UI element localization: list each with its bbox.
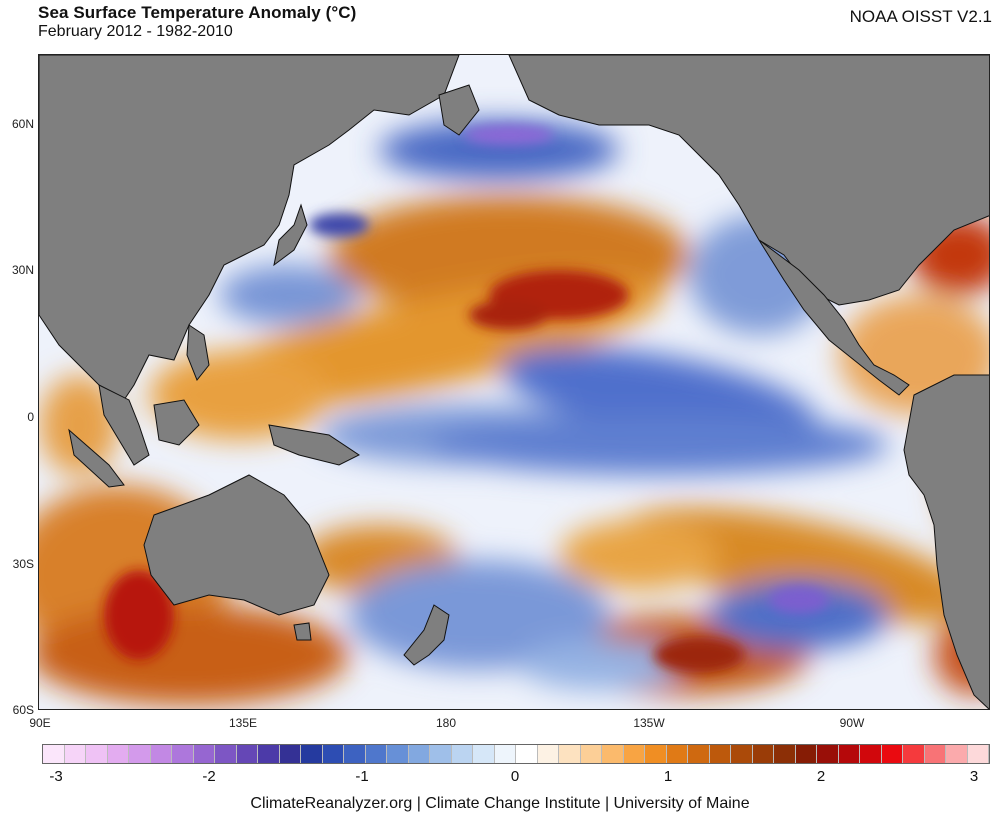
colorbar-swatch: [408, 745, 430, 763]
colorbar-swatch: [666, 745, 688, 763]
lon-label-90e: 90E: [29, 716, 51, 730]
borneo: [153, 399, 200, 446]
kamchatka: [438, 84, 480, 136]
colorbar-swatch: [215, 745, 237, 763]
colorbar-legend: [42, 744, 990, 764]
colorbar-swatch: [172, 745, 194, 763]
colorbar-swatch: [301, 745, 323, 763]
colorbar-swatch: [602, 745, 624, 763]
colorbar-swatch: [387, 745, 409, 763]
colorbar-swatch: [430, 745, 452, 763]
chart-title: Sea Surface Temperature Anomaly (°C): [38, 3, 357, 22]
central-america: [758, 239, 910, 396]
new-guinea: [268, 424, 360, 466]
colorbar-swatch: [817, 745, 839, 763]
colorbar-swatch: [107, 745, 129, 763]
colorbar-swatch: [193, 745, 215, 763]
colorbar-swatch: [473, 745, 495, 763]
chart-subtitle: February 2012 - 1982-2010: [38, 23, 233, 40]
south-america: [903, 374, 989, 709]
colorbar-swatch: [559, 745, 581, 763]
lat-label-30s: 30S: [12, 557, 34, 571]
colorbar-tick-label: 3: [969, 768, 979, 785]
colorbar-swatch: [236, 745, 258, 763]
colorbar-swatch: [279, 745, 301, 763]
sst-anomaly-map: [38, 54, 990, 710]
colorbar-tick-label: -1: [355, 768, 369, 785]
colorbar-swatch: [150, 745, 172, 763]
lat-label-60n: 60N: [11, 117, 34, 131]
map-canvas: [39, 55, 989, 709]
colorbar-swatch: [860, 745, 882, 763]
colorbar-swatch: [774, 745, 796, 763]
colorbar-swatch: [903, 745, 925, 763]
colorbar-tick-label: 2: [816, 768, 826, 785]
colorbar-swatch: [451, 745, 473, 763]
indochina: [98, 384, 150, 466]
colorbar-swatch: [946, 745, 968, 763]
colorbar-tick-label: 0: [510, 768, 520, 785]
colorbar-swatch: [322, 745, 344, 763]
colorbar-swatch: [43, 745, 65, 763]
lat-label-equator: 0: [27, 410, 34, 424]
dataset-source: NOAA OISST V2.1: [849, 7, 992, 26]
philippines: [186, 324, 210, 381]
colorbar-swatch: [64, 745, 86, 763]
colorbar-tick-label: -2: [202, 768, 216, 785]
australia: [143, 474, 330, 616]
lat-label-60s: 60S: [12, 703, 34, 717]
lat-label-30n: 30N: [11, 263, 34, 277]
colorbar-swatch: [838, 745, 860, 763]
sumatra: [68, 428, 125, 488]
colorbar-swatch: [967, 745, 989, 763]
colorbar-swatch: [924, 745, 946, 763]
colorbar-swatch: [731, 745, 753, 763]
north-america: [508, 55, 989, 306]
colorbar-swatch: [365, 745, 387, 763]
colorbar-swatch: [344, 745, 366, 763]
lon-label-90w: 90W: [839, 716, 865, 730]
footer-credit: ClimateReanalyzer.org | Climate Change I…: [250, 795, 750, 812]
new-zealand: [403, 604, 450, 666]
colorbar-swatch: [752, 745, 774, 763]
colorbar-swatch: [623, 745, 645, 763]
japan: [273, 203, 308, 267]
lon-label-135w: 135W: [633, 716, 665, 730]
colorbar-swatch: [258, 745, 280, 763]
colorbar-swatch: [881, 745, 903, 763]
lon-label-180: 180: [435, 716, 457, 730]
tasmania: [293, 622, 312, 641]
lon-label-135e: 135E: [228, 716, 258, 730]
colorbar-swatch: [494, 745, 516, 763]
colorbar-swatch: [86, 745, 108, 763]
colorbar-tick-label: 1: [663, 768, 673, 785]
colorbar-swatch: [795, 745, 817, 763]
colorbar-swatch: [537, 745, 559, 763]
colorbar-swatch: [688, 745, 710, 763]
colorbar-swatch: [645, 745, 667, 763]
asia-landmass: [39, 55, 460, 401]
land-masses: [39, 55, 989, 709]
colorbar-swatch: [580, 745, 602, 763]
colorbar-swatch: [516, 745, 538, 763]
colorbar-swatch: [709, 745, 731, 763]
colorbar-tick-label: -3: [49, 768, 63, 785]
colorbar-swatch: [129, 745, 151, 763]
